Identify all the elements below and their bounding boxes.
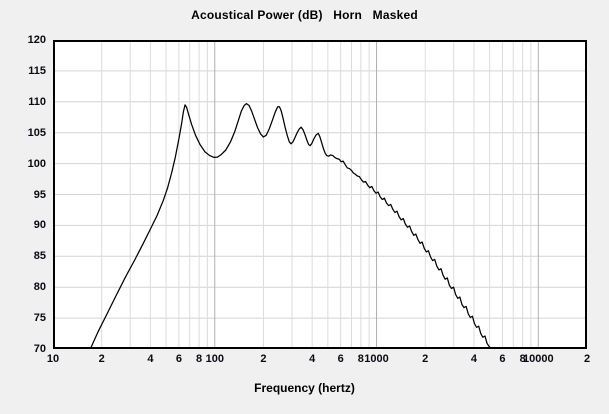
y-tick-label: 70: [33, 343, 46, 355]
x-axis-title: Frequency (hertz): [254, 381, 355, 395]
x-tick-label: 100: [205, 353, 224, 365]
y-tick-label: 95: [33, 188, 46, 201]
y-tick-label: 85: [33, 250, 46, 263]
x-tick-label: 1000: [364, 353, 389, 365]
x-tick-label: 10000: [523, 353, 554, 365]
x-tick-label: 4: [470, 353, 477, 365]
plot-frame: [53, 40, 587, 349]
response-curve: [89, 103, 493, 349]
x-tick-label: 2: [98, 353, 105, 365]
x-tick-label: 8: [357, 353, 364, 365]
y-tick-label: 110: [28, 95, 46, 108]
y-tick-label: 120: [27, 34, 46, 46]
y-tick-label: 90: [33, 219, 46, 232]
x-tick-label: 2: [260, 353, 267, 365]
x-tick-label: 4: [147, 353, 154, 365]
plot-canvas: [53, 40, 587, 349]
y-tick-label: 100: [27, 157, 46, 170]
x-tick-label: 2: [583, 353, 591, 365]
y-tick-label: 80: [33, 281, 46, 294]
chart-title: Acoustical Power (dB) Horn Masked: [191, 8, 418, 22]
y-tick-label: 115: [28, 64, 46, 77]
y-tick-label: 75: [33, 312, 46, 325]
x-tick-label: 8: [196, 353, 203, 365]
x-tick-label: 6: [337, 353, 344, 365]
x-tick-label: 6: [175, 353, 182, 365]
y-tick-label: 105: [27, 126, 46, 139]
x-tick-label: 4: [309, 353, 316, 365]
x-tick-label: 2: [422, 353, 429, 365]
x-tick-label: 10: [46, 353, 60, 365]
x-tick-label: 6: [499, 353, 506, 365]
x-tick-label: 8: [519, 353, 526, 365]
